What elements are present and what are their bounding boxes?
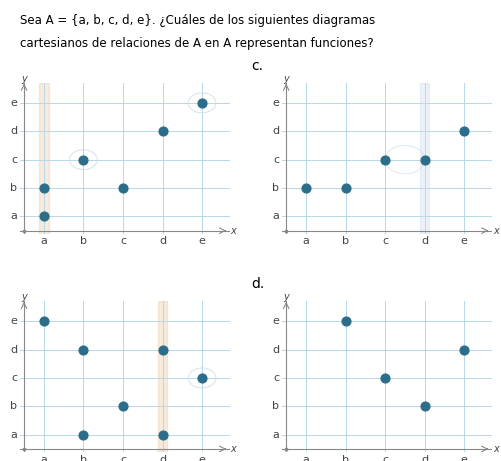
Bar xyxy=(39,83,49,234)
Point xyxy=(79,346,87,353)
Point xyxy=(158,431,166,438)
Point xyxy=(40,213,48,220)
Text: y: y xyxy=(283,74,289,83)
Text: cartesianos de relaciones de A en A representan funciones?: cartesianos de relaciones de A en A repr… xyxy=(20,37,373,50)
Point xyxy=(198,374,206,382)
Text: y: y xyxy=(21,74,27,83)
Text: c.: c. xyxy=(250,59,262,73)
Bar xyxy=(419,83,428,234)
Point xyxy=(79,431,87,438)
Text: y: y xyxy=(283,292,289,302)
Bar xyxy=(157,301,167,452)
Text: x: x xyxy=(230,226,236,236)
Text: a.: a. xyxy=(0,59,2,73)
Point xyxy=(198,99,206,106)
Text: x: x xyxy=(230,444,236,454)
Point xyxy=(380,374,388,382)
Point xyxy=(459,346,467,353)
Text: d.: d. xyxy=(250,277,264,291)
Point xyxy=(40,184,48,192)
Point xyxy=(341,318,349,325)
Text: y: y xyxy=(21,292,27,302)
Point xyxy=(158,346,166,353)
Point xyxy=(119,402,127,410)
Text: x: x xyxy=(492,226,497,236)
Point xyxy=(40,318,48,325)
Text: Sea A = {a, b, c, d, e}. ¿Cuáles de los siguientes diagramas: Sea A = {a, b, c, d, e}. ¿Cuáles de los … xyxy=(20,14,375,27)
Point xyxy=(158,128,166,135)
Point xyxy=(380,156,388,163)
Text: b.: b. xyxy=(0,277,2,291)
Point xyxy=(420,156,428,163)
Point xyxy=(119,184,127,192)
Point xyxy=(420,402,428,410)
Point xyxy=(459,128,467,135)
Text: x: x xyxy=(492,444,497,454)
Point xyxy=(341,184,349,192)
Point xyxy=(302,184,310,192)
Point xyxy=(79,156,87,163)
